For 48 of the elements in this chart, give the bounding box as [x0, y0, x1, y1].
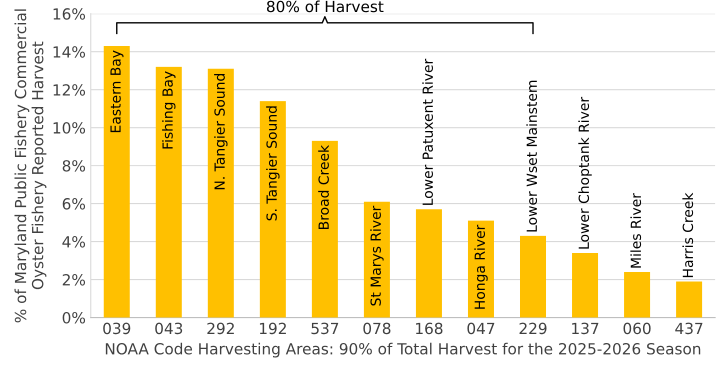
y-tick-label: 10% — [54, 122, 86, 134]
annotation: Lower Patuxent River — [422, 58, 433, 205]
y-tick-label: 16% — [54, 8, 86, 20]
y-tick-label: 2% — [62, 274, 86, 286]
y-tick-label: 8% — [62, 160, 86, 172]
bar — [208, 68, 234, 318]
y-tick-label: 4% — [62, 236, 86, 248]
annotation: Harris Creek — [682, 192, 694, 278]
annotation: Lower Choptank River — [578, 96, 592, 249]
annotation: Lower Wset Mainstem — [526, 80, 538, 232]
x-tick-label: 168 — [416, 322, 442, 334]
bar — [520, 236, 546, 318]
y-tick-label: 6% — [62, 198, 86, 210]
annotation: Fishing Bay — [162, 71, 176, 149]
annotation: Broad Creek — [318, 144, 329, 229]
x-axis-title: NOAA Code Harvesting Areas: 90% of Total Harvest for the 2025-2026 Season — [106, 342, 700, 358]
x-tick-label: 060 — [623, 322, 651, 334]
bar — [572, 252, 598, 318]
bar — [468, 220, 494, 318]
y-axis-title: % of Maryland Public Fishery Commercial Oyster Fishery Reported Harvest — [14, 9, 46, 322]
x-tick-label: 137 — [572, 322, 598, 334]
y-tick-label: 0% — [62, 312, 86, 324]
bar — [156, 66, 182, 318]
bar — [260, 101, 286, 318]
annotation: St Marys River — [370, 206, 384, 306]
x-tick-label: 537 — [311, 322, 338, 334]
y-tick-label: 14% — [54, 46, 86, 58]
bar — [416, 209, 442, 318]
annotation: N. Tangier Sound — [214, 74, 228, 190]
bar — [104, 46, 130, 318]
x-tick-label: 047 — [467, 322, 494, 334]
x-tick-label: 292 — [207, 322, 234, 334]
annotation: Eastern Bay — [110, 50, 124, 132]
bar — [364, 202, 390, 318]
x-tick-label: 229 — [520, 322, 547, 334]
bar — [312, 140, 338, 318]
annotation: S. Tangier Sound — [266, 106, 280, 220]
x-tick-label: 078 — [363, 322, 390, 334]
annotation: Honga River — [474, 224, 488, 309]
x-tick-label: 192 — [260, 322, 286, 334]
bar — [624, 272, 650, 318]
x-tick-label: 039 — [103, 322, 130, 334]
annotation: Miles River — [630, 193, 642, 268]
y-tick-label: 12% — [54, 84, 86, 96]
text: 80% of Harvest — [266, 0, 384, 12]
x-tick-label: 043 — [155, 322, 182, 334]
bar — [676, 281, 702, 318]
x-tick-label: 437 — [675, 322, 702, 334]
